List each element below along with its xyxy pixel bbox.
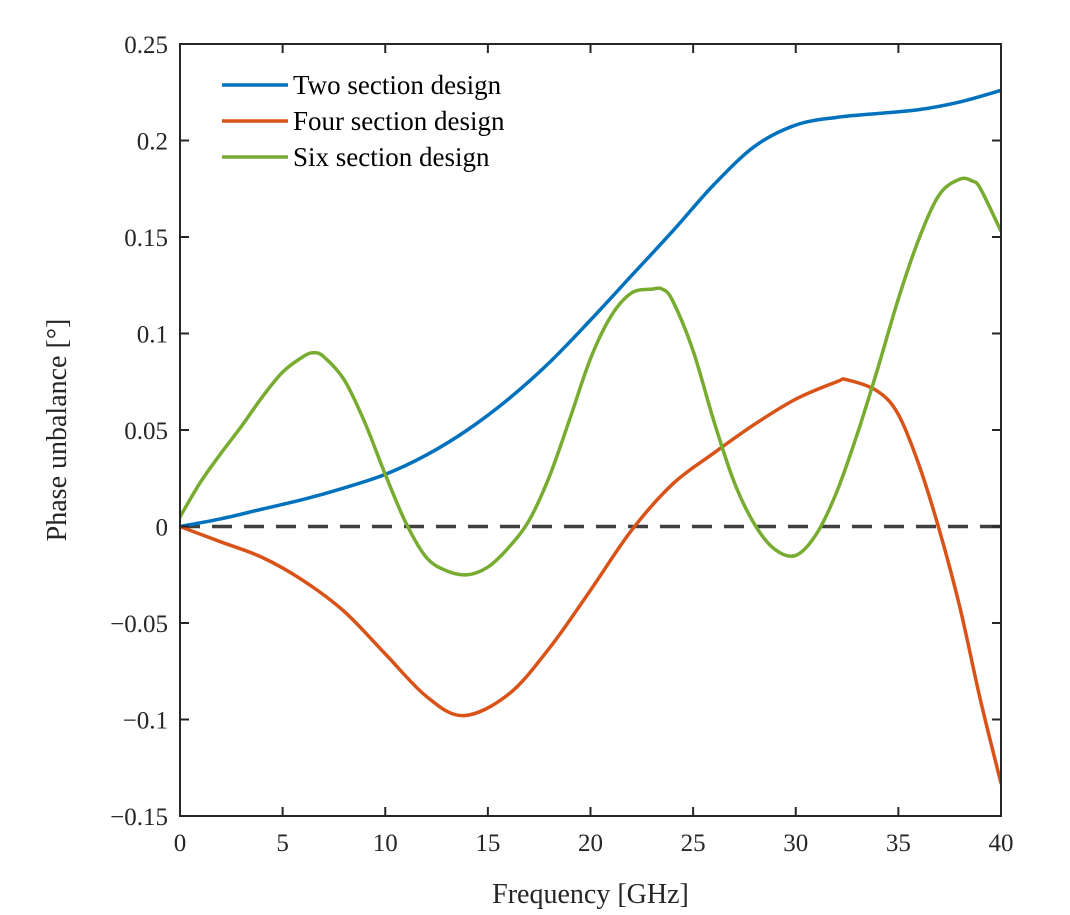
y-tick-label: −0.05 xyxy=(110,611,168,638)
legend-label-six-section-design: Six section design xyxy=(293,142,490,172)
legend-label-four-section-design: Four section design xyxy=(293,106,505,136)
y-axis-label: Phase unbalance [°] xyxy=(42,319,73,542)
x-tick-label: 15 xyxy=(475,830,500,857)
y-tick-label: 0.2 xyxy=(137,129,168,156)
x-tick-label: 20 xyxy=(578,830,603,857)
series-line-six-section-design xyxy=(180,176,1001,577)
x-tick-label: 5 xyxy=(276,830,289,857)
y-tick-label: 0.05 xyxy=(124,418,168,445)
series-line-four-section-design xyxy=(180,377,1001,785)
x-tick-label: 25 xyxy=(681,830,706,857)
y-tick-label: 0.15 xyxy=(124,225,168,252)
y-tick-label: 0.25 xyxy=(124,32,168,59)
plot-area xyxy=(180,44,1001,816)
legend: Two section design Four section design Six… xyxy=(222,70,505,172)
y-tick-label: 0.1 xyxy=(137,322,168,349)
y-tick-label: −0.15 xyxy=(110,804,168,831)
legend-label-two-section-design: Two section design xyxy=(293,70,502,100)
x-tick-label: 30 xyxy=(783,830,808,857)
x-tick-label: 0 xyxy=(174,830,187,857)
y-tick-label: −0.1 xyxy=(123,708,168,735)
y-tick-label: 0 xyxy=(156,515,169,542)
x-tick-label: 10 xyxy=(373,830,398,857)
series-line-two-section-design xyxy=(180,88,1001,529)
x-axis-label: Frequency [GHz] xyxy=(492,879,689,910)
x-tick-label: 40 xyxy=(989,830,1014,857)
x-tick-label: 35 xyxy=(886,830,911,857)
